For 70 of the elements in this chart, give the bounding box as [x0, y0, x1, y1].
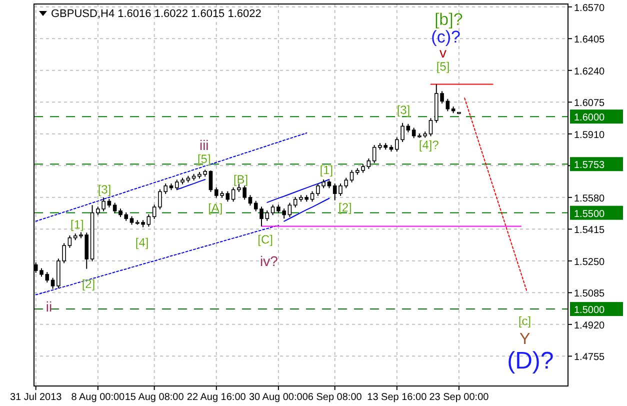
candlestick	[270, 204, 275, 216]
x-tick-label: 8 Aug 00:00	[71, 392, 126, 403]
y-tick-label: 1.6075	[574, 98, 606, 110]
annotation: [2]	[338, 200, 352, 215]
x-tick-label: 23 Sep 00:00	[429, 392, 490, 403]
y-tick-label: 1.6405	[574, 34, 606, 46]
annotation: (D)?	[507, 348, 554, 375]
candlestick	[310, 190, 314, 202]
candlestick	[332, 183, 337, 201]
annotation: [1]	[70, 217, 84, 232]
candlestick	[350, 170, 354, 183]
candlestick	[412, 127, 416, 139]
candlestick	[68, 235, 72, 248]
annotation: [5]	[436, 60, 450, 74]
y-tick-label: 1.6570	[574, 2, 606, 14]
y-tick-label: 1.5580	[574, 193, 606, 204]
line-series	[464, 98, 528, 292]
candlestick	[288, 202, 292, 218]
annotation: [4]	[135, 235, 149, 250]
x-tick-label: 13 Sep 16:00	[367, 392, 428, 403]
line-series	[176, 179, 206, 190]
annotation: [B]	[233, 172, 248, 187]
annotation: [C]	[258, 232, 273, 246]
annotation: [A]	[208, 200, 223, 215]
annotation: [5]	[197, 152, 211, 166]
candlestick	[366, 158, 371, 170]
x-tick-label: 22 Aug 16:00	[186, 392, 246, 403]
annotation: [b]?	[434, 10, 463, 29]
x-tick-label: 31 Jul 2013	[10, 392, 62, 403]
candlestick	[231, 186, 236, 202]
ref-line-label: 1.6000	[574, 112, 606, 124]
annotation: [3]	[396, 103, 410, 118]
annotation: iii	[199, 136, 209, 153]
y-tick-label: 1.5415	[574, 225, 606, 236]
annotation: ii	[46, 298, 52, 314]
annotation: [1]	[320, 162, 334, 177]
candlestick	[50, 277, 55, 290]
annotation: iv?	[260, 252, 278, 269]
line-series	[284, 198, 330, 222]
ref-line-label: 1.5000	[574, 305, 606, 316]
y-tick-label: 1.5250	[574, 256, 606, 268]
candlestick	[428, 118, 433, 137]
x-tick-label: 30 Aug 00:00	[248, 392, 308, 403]
annotation: [4]?	[418, 138, 440, 152]
candlestick	[146, 214, 151, 228]
x-tick-label: 15 Aug 08:00	[124, 392, 184, 403]
y-tick-label: 1.6240	[574, 66, 606, 78]
annotation: [c]	[518, 314, 532, 328]
candlestick	[446, 98, 450, 112]
line-series	[266, 179, 330, 203]
candlestick	[226, 190, 230, 202]
annotation: v	[439, 44, 446, 60]
candlestick	[372, 144, 376, 164]
annotation: (c)?	[431, 28, 460, 47]
ref-line-label: 1.5753	[574, 160, 606, 172]
x-tick-label: 6 Sep 08:00	[308, 392, 362, 403]
chart-title: GBPUSD,H4 1.6016 1.6022 1.6015 1.6022	[51, 8, 262, 20]
y-tick-label: 1.5910	[574, 130, 606, 141]
candlestick	[248, 194, 252, 206]
ref-line-label: 1.5500	[574, 208, 606, 220]
candlestick	[112, 202, 117, 214]
y-tick-label: 1.4920	[574, 320, 606, 332]
candlestick	[152, 204, 156, 220]
annotation: Y	[519, 331, 530, 348]
y-tick-label: 1.5085	[574, 288, 606, 300]
y-tick-label: 1.4755	[574, 352, 606, 364]
annotation: [2]	[82, 277, 96, 292]
annotation: [3]	[98, 182, 112, 197]
candlestick	[265, 210, 270, 222]
candlestick	[208, 170, 213, 193]
